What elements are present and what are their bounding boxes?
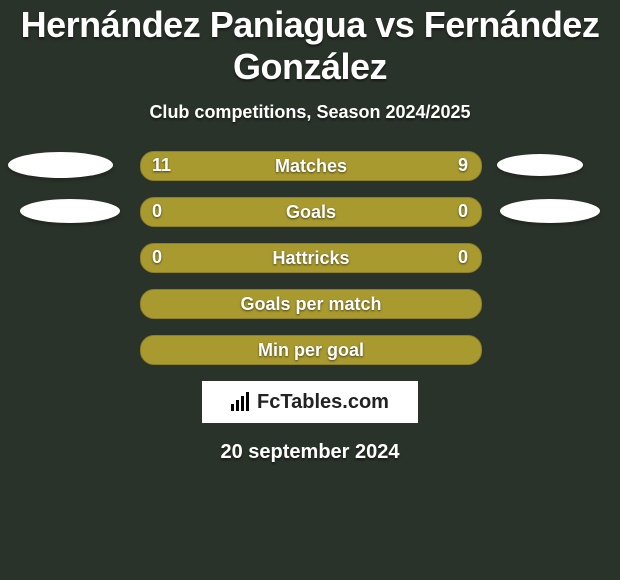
stat-value-right: 0: [458, 197, 468, 225]
stat-row: Goals per match: [0, 289, 620, 317]
stat-value-left: 11: [152, 151, 171, 179]
stat-row: Hattricks 0 0: [0, 243, 620, 271]
stat-row: Goals 0 0: [0, 197, 620, 225]
player-left-marker: [20, 199, 120, 223]
stat-value-left: 0: [152, 243, 162, 271]
page-title: Hernández Paniagua vs Fernández González: [0, 0, 620, 88]
player-left-marker: [8, 152, 113, 178]
stat-label: Goals: [286, 202, 336, 223]
stat-bar: Goals: [140, 197, 482, 227]
date-label: 20 september 2024: [0, 441, 620, 464]
stat-label: Goals per match: [240, 294, 381, 315]
fctables-logo: FcTables.com: [202, 381, 418, 423]
bar-chart-icon: [231, 393, 251, 411]
stat-bar: Hattricks: [140, 243, 482, 273]
stat-bar: Matches: [140, 151, 482, 181]
stat-label: Matches: [275, 156, 347, 177]
stat-rows: Matches 11 9 Goals 0 0 Hattricks 0 0 Goals per ma…: [0, 151, 620, 363]
stat-value-right: 0: [458, 243, 468, 271]
stat-row: Matches 11 9: [0, 151, 620, 179]
stat-value-right: 9: [458, 151, 468, 179]
stat-label: Hattricks: [272, 248, 349, 269]
subtitle: Club competitions, Season 2024/2025: [0, 102, 620, 123]
player-right-marker: [500, 199, 600, 223]
comparison-infographic: Hernández Paniagua vs Fernández González…: [0, 0, 620, 580]
stat-label: Min per goal: [258, 340, 364, 361]
player-right-marker: [497, 154, 583, 176]
stat-row: Min per goal: [0, 335, 620, 363]
stat-bar: Min per goal: [140, 335, 482, 365]
stat-value-left: 0: [152, 197, 162, 225]
logo-text: FcTables.com: [257, 391, 389, 414]
stat-bar: Goals per match: [140, 289, 482, 319]
